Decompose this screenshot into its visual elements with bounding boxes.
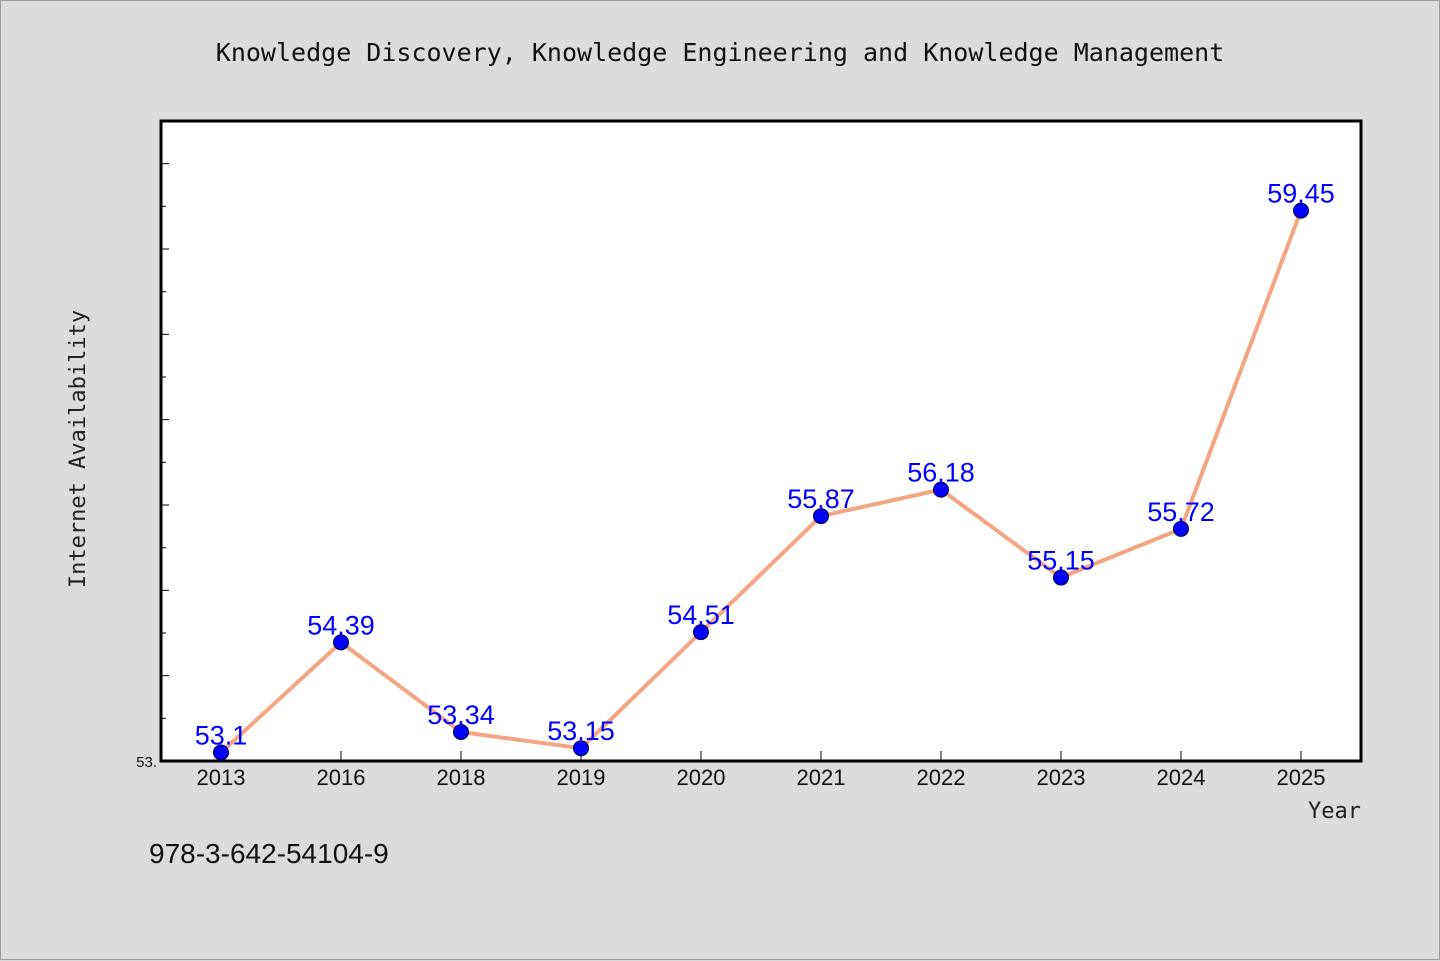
data-point (1293, 202, 1309, 219)
data-label: 53.1 (195, 720, 248, 750)
data-label: 55.15 (1027, 546, 1095, 576)
data-label: 53.15 (547, 716, 615, 746)
chart-title: Knowledge Discovery, Knowledge Engineeri… (216, 38, 1224, 67)
data-point (933, 481, 949, 498)
x-tick-label: 2024 (1157, 765, 1206, 790)
data-label: 55.87 (787, 484, 855, 514)
series-line-group (219, 209, 1303, 754)
series-data-labels: 53.1 54.39 53.34 53.15 54.51 55.87 56.18 55.15 5… (195, 179, 1335, 751)
data-point (573, 740, 589, 757)
x-tick-label: 2016 (317, 765, 366, 790)
x-axis-label: Year (1308, 799, 1361, 824)
x-axis-tick-labels: 2013 2016 2018 2019 2020 2021 2022 2023 2024 2025 (197, 765, 1326, 790)
y-tick-label: 53. (136, 754, 157, 771)
x-tick-label: 2023 (1037, 765, 1086, 790)
x-tick-label: 2025 (1277, 765, 1326, 790)
data-point (333, 634, 349, 651)
data-label: 54.39 (307, 610, 375, 640)
x-tick-label: 2013 (197, 765, 246, 790)
y-axis-label: Internet Availability (66, 310, 91, 588)
data-point (1053, 569, 1069, 586)
x-tick-label: 2019 (557, 765, 606, 790)
data-label: 53.34 (427, 700, 495, 730)
data-point (813, 508, 829, 525)
x-tick-label: 2022 (917, 765, 966, 790)
data-point (693, 624, 709, 641)
data-label: 56.18 (907, 458, 975, 488)
y-axis-ticks (161, 120, 169, 762)
plot-area (159, 119, 1363, 763)
x-tick-label: 2021 (797, 765, 846, 790)
y-axis-tick-labels: 53. (136, 754, 157, 771)
data-point (213, 744, 229, 761)
data-label: 55.72 (1147, 497, 1215, 527)
data-point (453, 723, 469, 740)
data-point (1173, 520, 1189, 537)
data-label: 54.51 (667, 600, 735, 630)
x-tick-label: 2018 (437, 765, 486, 790)
x-tick-label: 2020 (677, 765, 726, 790)
data-label: 59.45 (1267, 179, 1335, 209)
series-points-group (213, 202, 1309, 761)
isbn-text: 978-3-642-54104-9 (149, 838, 389, 869)
series-line (219, 209, 1303, 754)
